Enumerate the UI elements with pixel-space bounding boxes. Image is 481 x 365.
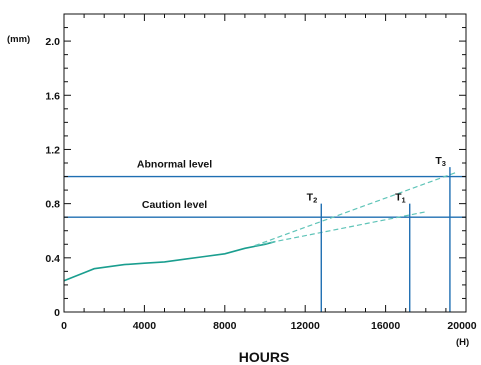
x-tick-label: 20000 <box>447 320 476 332</box>
time-markers: T2 T1 T3 <box>307 155 451 312</box>
marker-label: T1 <box>395 192 406 205</box>
y-tick-label: 0.4 <box>45 253 60 265</box>
y-unit-label: (mm) <box>7 34 30 45</box>
projection-line <box>254 171 457 247</box>
series-lines <box>63 171 457 282</box>
x-tick-label: 0 <box>61 320 67 332</box>
x-axis-title: HOURS <box>239 349 290 365</box>
level-label: Caution level <box>142 199 207 211</box>
x-tick-label: 4000 <box>133 320 157 332</box>
marker-label: T3 <box>435 155 446 168</box>
y-tick-label: 0 <box>54 307 60 319</box>
axes <box>63 13 467 313</box>
marker-label: T2 <box>307 192 318 205</box>
x-unit-label: (H) <box>456 337 469 348</box>
level-label: Abnormal level <box>137 159 212 171</box>
tick-labels: 0 0.4 0.8 1.2 1.6 2.0 0 4000 8000 12000 16000 20000 <box>45 36 476 332</box>
x-tick-label: 12000 <box>291 320 320 332</box>
x-tick-label: 8000 <box>213 320 237 332</box>
y-tick-label: 1.2 <box>45 144 60 156</box>
y-tick-label: 1.6 <box>45 90 60 102</box>
projection-line <box>254 211 426 247</box>
y-tick-label: 0.8 <box>45 199 60 211</box>
x-tick-label: 16000 <box>371 320 400 332</box>
plot-frame <box>63 13 467 313</box>
measured-series-line <box>63 240 276 282</box>
y-tick-label: 2.0 <box>45 36 60 48</box>
level-lines: Abnormal level Caution level <box>64 159 466 218</box>
